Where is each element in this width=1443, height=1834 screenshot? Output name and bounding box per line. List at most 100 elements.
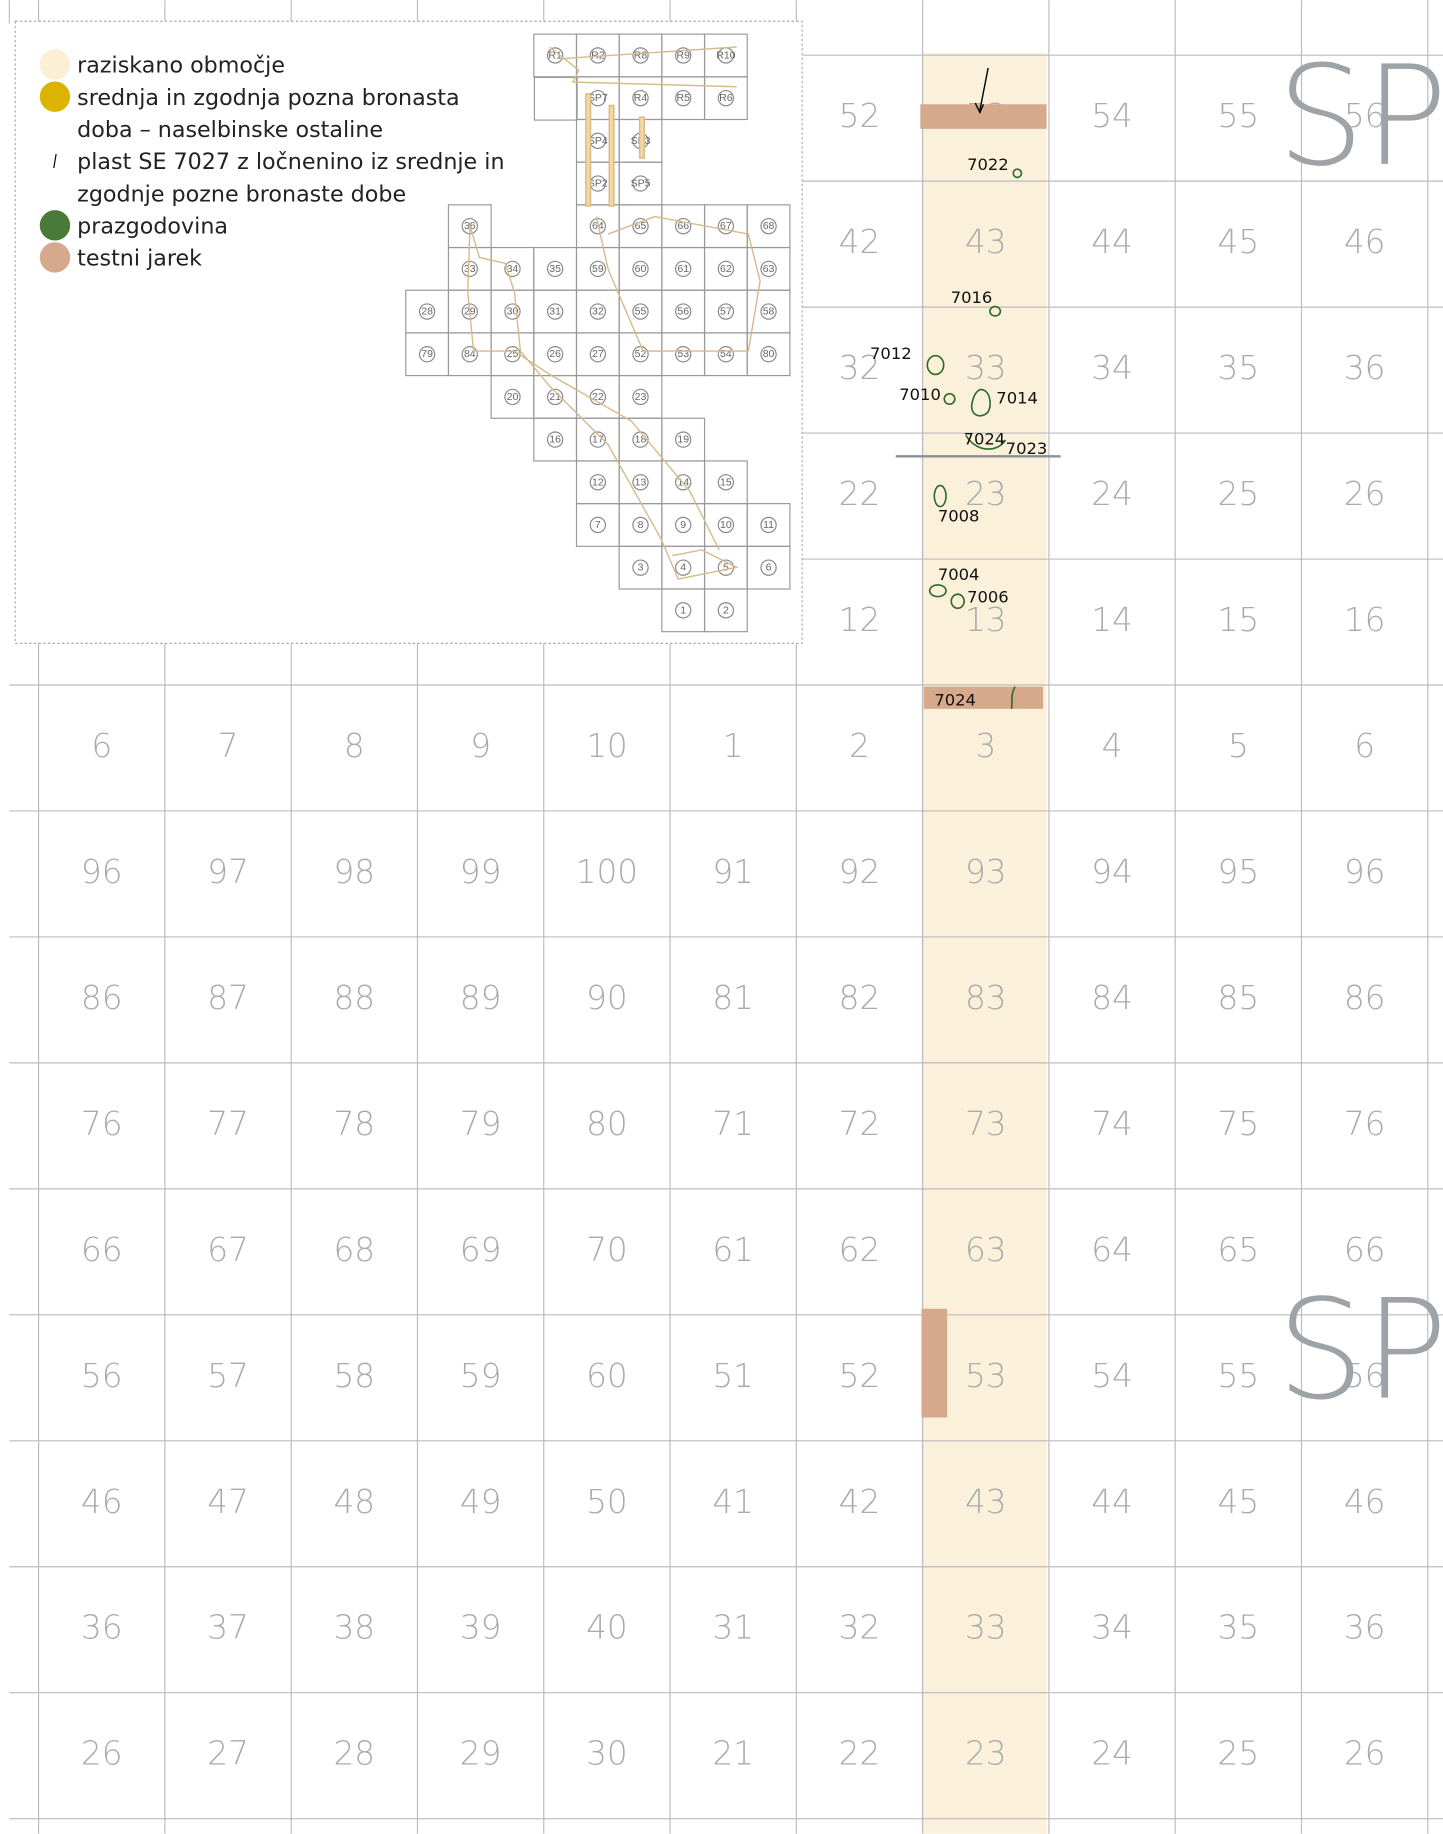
- grid-cell-label: 31: [712, 1609, 754, 1647]
- grid-cell-label: 36: [1344, 349, 1386, 387]
- inset-cell-label: 34: [507, 263, 519, 275]
- inset-cell-label: 10: [720, 519, 732, 531]
- inset-cell-label: 55: [635, 306, 647, 318]
- grid-cell-label: 95: [1218, 853, 1260, 891]
- grid-cell-label: 58: [333, 1357, 375, 1395]
- grid-cell-label: 66: [81, 1231, 123, 1269]
- inset-cell: [746, 332, 791, 377]
- inset-cell-label: 4: [680, 562, 686, 574]
- feature-label: 7006: [967, 587, 1009, 606]
- grid-cell-label: 73: [965, 1105, 1007, 1143]
- grid-cell-label: 36: [1344, 1609, 1386, 1647]
- inset-cell-marker: [717, 474, 735, 491]
- grid-cell-label: 98: [333, 853, 375, 891]
- inset-cell-marker: [760, 516, 777, 534]
- grid-cell-label: 47: [207, 1483, 249, 1521]
- grid-cell-label: 32: [839, 349, 881, 387]
- legend-label: plast SE 7027 z ločnenino iz srednje in: [77, 149, 504, 175]
- sector-label: SP: [1277, 1270, 1443, 1431]
- grid-cell-label: 4: [1102, 727, 1123, 765]
- inset-cell-marker: [717, 89, 735, 107]
- grid-cell-label: 55: [1218, 1357, 1260, 1395]
- inset-cell-marker: [717, 516, 735, 534]
- arrow-head: [974, 102, 985, 115]
- grid-cell-label: 46: [1344, 1483, 1386, 1521]
- grid-cell-label: 68: [333, 1231, 375, 1269]
- grid-cell-label: 57: [207, 1357, 249, 1395]
- feature: [970, 388, 991, 417]
- inset-cell-marker: [632, 516, 649, 534]
- inset-cell-label: 12: [592, 476, 604, 488]
- grid-cell-label: 24: [1091, 1735, 1133, 1773]
- inset-cell-label: 35: [549, 263, 561, 275]
- grid-cell-label: 54: [1091, 97, 1133, 135]
- inset-cell-label: 68: [763, 220, 775, 232]
- inset-cell-label: 61: [677, 263, 689, 275]
- inset-cell-marker: [632, 260, 649, 278]
- legend-label: zgodnje pozne bronaste dobe: [77, 181, 406, 207]
- feature-label: 7023: [1006, 439, 1048, 458]
- inset-cell-marker: [546, 346, 564, 363]
- inset-cell-label: 53: [677, 348, 689, 360]
- grid-cell-label: 50: [586, 1483, 628, 1521]
- inset-cell-marker: [589, 431, 607, 448]
- inset-cell-label: 7: [595, 519, 601, 531]
- grid-cell-label: 44: [1091, 1483, 1133, 1521]
- inset-cell-label: 31: [549, 306, 561, 318]
- inset-cell-marker: [760, 559, 777, 576]
- grid-cell-label: 10: [586, 727, 628, 765]
- inset-cell-label: 33: [464, 263, 476, 275]
- legend-arrow: [53, 153, 57, 169]
- feature: [989, 305, 1002, 317]
- inset-cell-marker: [632, 89, 649, 107]
- grid-cell-label: 43: [965, 1483, 1007, 1521]
- grid-cell-label: 92: [839, 853, 881, 891]
- grid-cell-label: 38: [333, 1609, 375, 1647]
- inset-cell-label: 11: [763, 519, 774, 531]
- inset-cell-marker: [589, 474, 607, 491]
- legend-swatch: [39, 210, 71, 241]
- inset-cell-label: 84: [464, 348, 476, 360]
- arrow: [979, 67, 989, 111]
- grid-cell-label: 52: [839, 97, 881, 135]
- feature-label: 7024: [934, 690, 976, 709]
- grid-cell-label: 56: [81, 1357, 123, 1395]
- grid-cell-label: 42: [839, 1483, 881, 1521]
- grid-cell-label: 69: [460, 1231, 502, 1269]
- grid-cell-label: 45: [1218, 223, 1260, 261]
- grid-cell-label: 5: [1228, 727, 1249, 765]
- grid-cell-label: 33: [965, 1609, 1007, 1647]
- inset-cell-marker: [632, 303, 649, 320]
- grid-cell-label: 81: [712, 979, 754, 1017]
- feature: [943, 392, 956, 406]
- grid-cell-label: 35: [1218, 1609, 1260, 1647]
- inset-cell-label: 58: [763, 306, 775, 318]
- legend-label: raziskano območje: [77, 53, 285, 79]
- inset-cell-marker: [675, 89, 692, 107]
- grid-cell-label: 7: [218, 727, 239, 765]
- inset-cell-label: 17: [592, 434, 604, 446]
- grid-cell-label: 23: [965, 475, 1007, 513]
- inset-cell-marker: [589, 303, 607, 320]
- inset-cell-label: 26: [549, 348, 561, 360]
- grid-cell-label: 2: [849, 727, 870, 765]
- grid-cell-label: 96: [1344, 853, 1386, 891]
- inset-cell-label: SP7: [588, 92, 608, 104]
- grid-cell-label: 90: [586, 979, 628, 1017]
- inset-cell-marker: [418, 303, 436, 320]
- inset-cell-marker: [717, 303, 735, 320]
- grid-cell-label: 76: [81, 1105, 123, 1143]
- sector-label: SP: [1277, 36, 1443, 197]
- grid-cell-label: 97: [207, 853, 249, 891]
- grid-cell-label: 89: [460, 979, 502, 1017]
- inset-cell-marker: [589, 346, 607, 363]
- grid-cell-label: 24: [1091, 475, 1133, 513]
- inset-cell-label: 59: [592, 263, 604, 275]
- inset-cell-label: 67: [720, 220, 732, 232]
- grid-cell-label: 91: [712, 853, 754, 891]
- inset-cell-label: 6: [766, 562, 772, 574]
- inset-cell-marker: [632, 559, 649, 576]
- grid-cell-label: 15: [1218, 601, 1260, 639]
- grid-cell-label: 34: [1091, 349, 1133, 387]
